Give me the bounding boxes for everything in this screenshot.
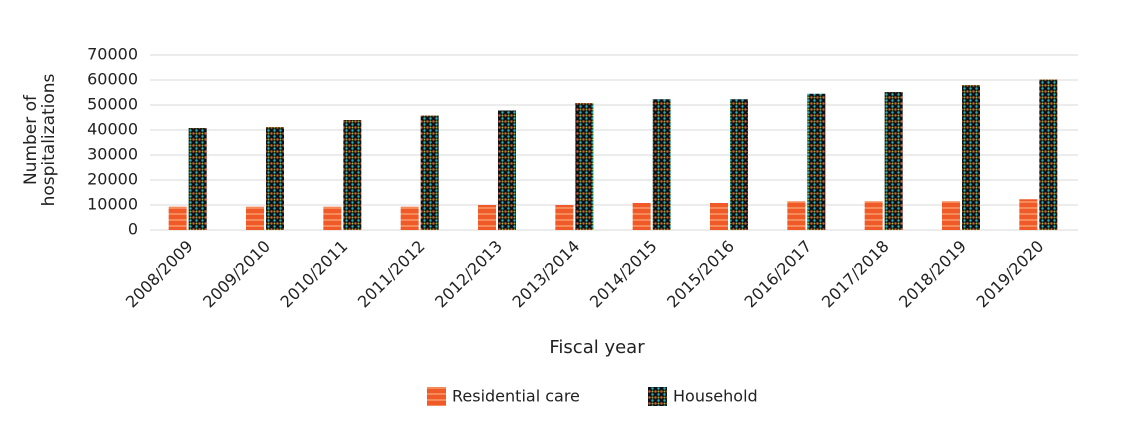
y-tick-label: 0 bbox=[128, 220, 138, 239]
bar bbox=[652, 99, 671, 230]
bar bbox=[942, 201, 960, 230]
bar bbox=[864, 201, 883, 230]
bar bbox=[710, 203, 728, 230]
legend-label: Residential care bbox=[452, 387, 580, 406]
x-tick-label: 2017/2018 bbox=[818, 237, 893, 312]
y-tick-label: 30000 bbox=[87, 145, 138, 164]
bar bbox=[478, 205, 496, 230]
x-tick-label: 2019/2020 bbox=[973, 237, 1048, 312]
bar bbox=[807, 93, 826, 230]
x-tick-label: 2009/2010 bbox=[199, 237, 274, 312]
x-axis-label: Fiscal year bbox=[549, 337, 645, 358]
x-tick-label: 2012/2013 bbox=[431, 237, 506, 312]
bar bbox=[575, 103, 594, 230]
bar bbox=[1019, 199, 1038, 230]
x-tick-label: 2015/2016 bbox=[663, 237, 738, 312]
bar bbox=[323, 206, 342, 230]
bar bbox=[787, 201, 806, 230]
x-tick-label: 2018/2019 bbox=[895, 237, 970, 312]
bar bbox=[246, 206, 264, 230]
bar bbox=[266, 127, 284, 230]
bar bbox=[730, 99, 748, 230]
y-axis-label: Number of hospitalizations bbox=[21, 73, 59, 207]
bar bbox=[168, 206, 187, 230]
x-tick-label: 2016/2017 bbox=[741, 237, 816, 312]
bar bbox=[498, 110, 516, 230]
bar bbox=[188, 128, 207, 230]
bar bbox=[343, 120, 362, 230]
x-tick-label: 2008/2009 bbox=[122, 237, 197, 312]
bar bbox=[962, 85, 980, 230]
y-tick-label: 40000 bbox=[87, 120, 138, 139]
x-tick-label: 2013/2014 bbox=[509, 237, 584, 312]
y-tick-label: 70000 bbox=[87, 45, 138, 64]
x-tick-label: 2014/2015 bbox=[586, 237, 661, 312]
x-tick-label: 2011/2012 bbox=[354, 237, 429, 312]
bar bbox=[400, 206, 419, 230]
legend-label: Household bbox=[673, 387, 758, 406]
bar bbox=[1039, 79, 1058, 230]
bar bbox=[555, 205, 574, 230]
legend-swatch bbox=[427, 387, 446, 406]
y-tick-label: 20000 bbox=[87, 170, 138, 189]
legend-swatch bbox=[648, 387, 667, 406]
y-tick-label: 10000 bbox=[87, 195, 138, 214]
bar bbox=[884, 92, 903, 230]
bar bbox=[420, 115, 439, 230]
x-tick-label: 2010/2011 bbox=[277, 237, 352, 312]
y-tick-label: 50000 bbox=[87, 95, 138, 114]
y-tick-label: 60000 bbox=[87, 70, 138, 89]
bar bbox=[632, 203, 651, 230]
